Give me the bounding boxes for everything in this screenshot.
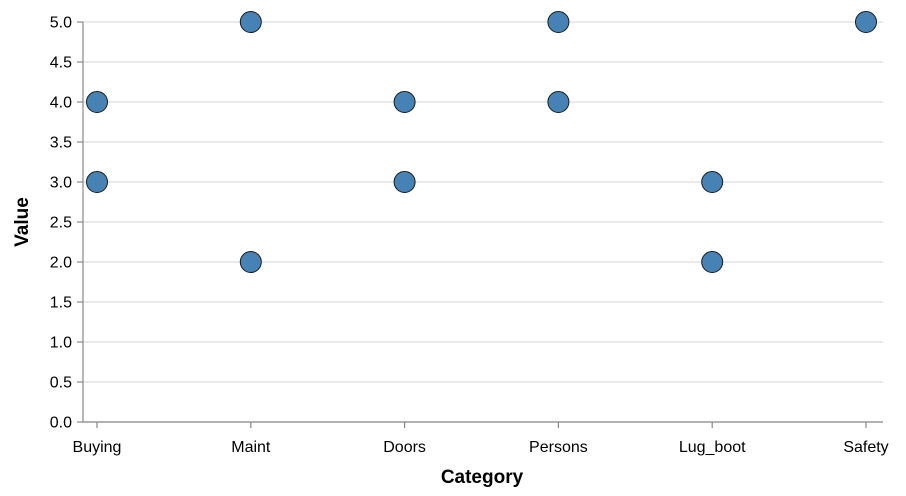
y-tick-label: 4.0 (50, 95, 72, 112)
x-tick-label: Safety (843, 439, 888, 456)
data-point (239, 251, 262, 273)
y-axis-title: Value (12, 197, 33, 247)
data-point (86, 171, 108, 193)
y-tick-label: 2.0 (50, 255, 72, 272)
x-tick-label: Persons (529, 439, 588, 456)
y-tick-label: 1.0 (50, 335, 72, 352)
y-tick-label: 4.5 (50, 55, 72, 72)
data-point (701, 171, 724, 193)
y-tick-label: 0.0 (50, 415, 72, 432)
data-point (547, 11, 570, 33)
data-point (393, 91, 416, 113)
gridlines (83, 21, 883, 423)
y-tick-label: 3.5 (50, 135, 72, 152)
x-tick-label: Buying (73, 439, 122, 456)
y-tick-label: 5.0 (50, 15, 72, 32)
data-points (86, 11, 877, 273)
data-point (855, 11, 877, 33)
y-tick-label: 3.0 (50, 175, 72, 192)
x-tick-label: Lug_boot (679, 439, 746, 456)
y-tick-label: 0.5 (50, 375, 72, 392)
data-point (393, 171, 416, 193)
x-axis: Buying Maint Doors Persons Lug_boot Safety (73, 421, 889, 456)
data-point (239, 11, 262, 33)
x-tick-label: Maint (231, 439, 271, 456)
data-point (547, 91, 570, 113)
y-tick-label: 1.5 (50, 295, 72, 312)
x-tick-label: Doors (383, 439, 426, 456)
x-axis-title: Category (441, 467, 524, 488)
y-tick-label: 2.5 (50, 215, 72, 232)
data-point (86, 91, 108, 113)
y-axis: 0.0 0.5 1.0 1.5 2.0 2.5 3.0 3.5 4.0 4.5 5.0 (50, 15, 84, 432)
data-point (701, 251, 724, 273)
